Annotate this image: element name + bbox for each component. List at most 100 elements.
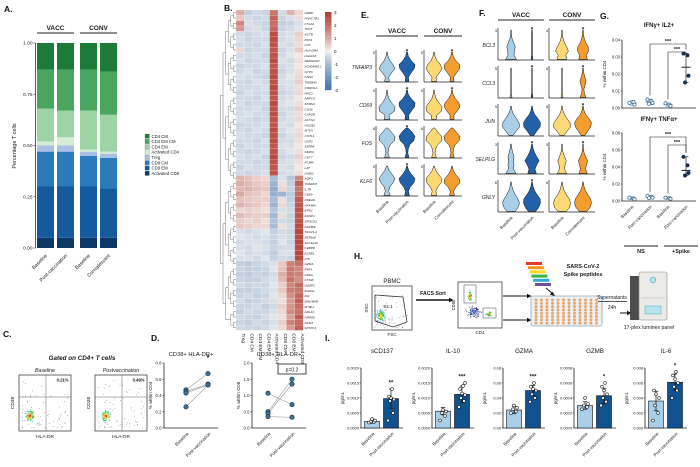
heat-cell [294,186,304,192]
violin [524,143,540,174]
heat-cell [235,298,245,304]
heat-cell [294,191,304,197]
plate-well [540,301,543,305]
heat-cell [269,41,279,48]
flow-speck [396,306,398,308]
bar-segment [100,71,117,115]
flow-dot [29,413,30,415]
x-cat-label: Baseline [431,431,447,447]
heat-cell [269,68,279,75]
heat-cell [277,218,287,224]
heat-cell [277,234,287,240]
heat-cell [261,298,270,304]
x-cat-label: Baseline [375,199,390,214]
heat-cell [277,41,287,48]
flow-speck [125,423,127,425]
gene-label: CST7 [305,155,313,159]
heat-cell [261,63,270,69]
bar-segment [80,69,97,111]
flow-speck [65,411,66,412]
colorbar-cell [325,74,332,76]
panel-title: Gated on CD4+ T cells [49,355,116,362]
plate-well [578,311,582,315]
heat-cell [286,122,295,128]
flow-dot [380,312,382,314]
flow-dot [381,310,383,312]
flow-speck [39,424,41,426]
legend-label: Activated CD4 [152,150,180,155]
flow-dot [379,321,381,323]
heat-cell [286,20,295,27]
plate-well [540,318,543,322]
flow-speck [406,314,408,316]
gene-label: PFN1 [305,38,313,42]
flow-dot [471,312,473,313]
heat-cell [261,255,270,262]
heat-cell [294,298,304,304]
flow-dot [28,410,30,412]
plate-well [545,301,549,305]
heat-cell [269,202,279,208]
y-tick-label: 0.50 [23,143,33,149]
panel-g-label: G. [600,11,609,21]
flow-speck [375,326,377,327]
data-point [511,407,515,411]
heat-cell [244,191,253,197]
gene-label: KLRG1 [305,289,315,293]
heat-cell [235,228,245,235]
data-point [685,53,690,58]
flow-dot [103,413,105,414]
heat-cell [252,63,262,69]
heat-cell [244,15,253,21]
heat-cell [277,154,287,160]
flow-speck [23,420,25,421]
flow-dot [107,412,109,414]
flow-speck [59,423,61,425]
flow-speck [25,396,27,397]
heat-cell [252,159,262,165]
heat-cell [294,180,304,187]
heat-cell [244,47,253,53]
flow-dot [468,314,470,316]
flow-dot [381,309,383,311]
flow-speck [391,318,393,319]
flow-dot [381,317,383,319]
panel-c-label: C. [3,329,12,339]
plate-well [534,318,538,322]
flow-dot [487,314,489,316]
flow-speck [120,400,121,401]
data-point [650,100,655,105]
y-axis-title: pg/mL [340,391,345,404]
flow-speck [134,424,135,426]
heat-cell [235,196,245,203]
colorbar-cell [325,15,332,18]
flow-speck [142,427,144,429]
heat-cell [252,271,262,278]
flow-speck [111,426,112,428]
gene-label: GPR68 [305,316,315,320]
gene-label: DENND2D [305,59,321,63]
x-cat-label: Baseline [74,253,92,271]
colorbar-cell [325,43,332,45]
flow-dot [474,310,475,312]
colorbar-cell [325,78,332,80]
y-max-label: 5 [373,51,375,55]
heat-cell [277,324,287,331]
plate-well [545,308,549,312]
bar-segment [100,157,117,189]
heat-cell [269,74,279,80]
data-point [582,403,586,408]
col-label: CD8 EM [290,333,296,351]
heat-cell [235,266,245,272]
plate-well [584,321,587,325]
heat-cell [244,314,253,320]
flow-speck [131,409,132,411]
heat-cell [261,175,270,181]
data-point [460,391,464,396]
x-cat-label: Baseline [256,431,272,447]
flow-dot [478,309,480,311]
heat-cell [277,260,287,267]
data-point [183,390,189,396]
heat-cell [286,196,295,203]
